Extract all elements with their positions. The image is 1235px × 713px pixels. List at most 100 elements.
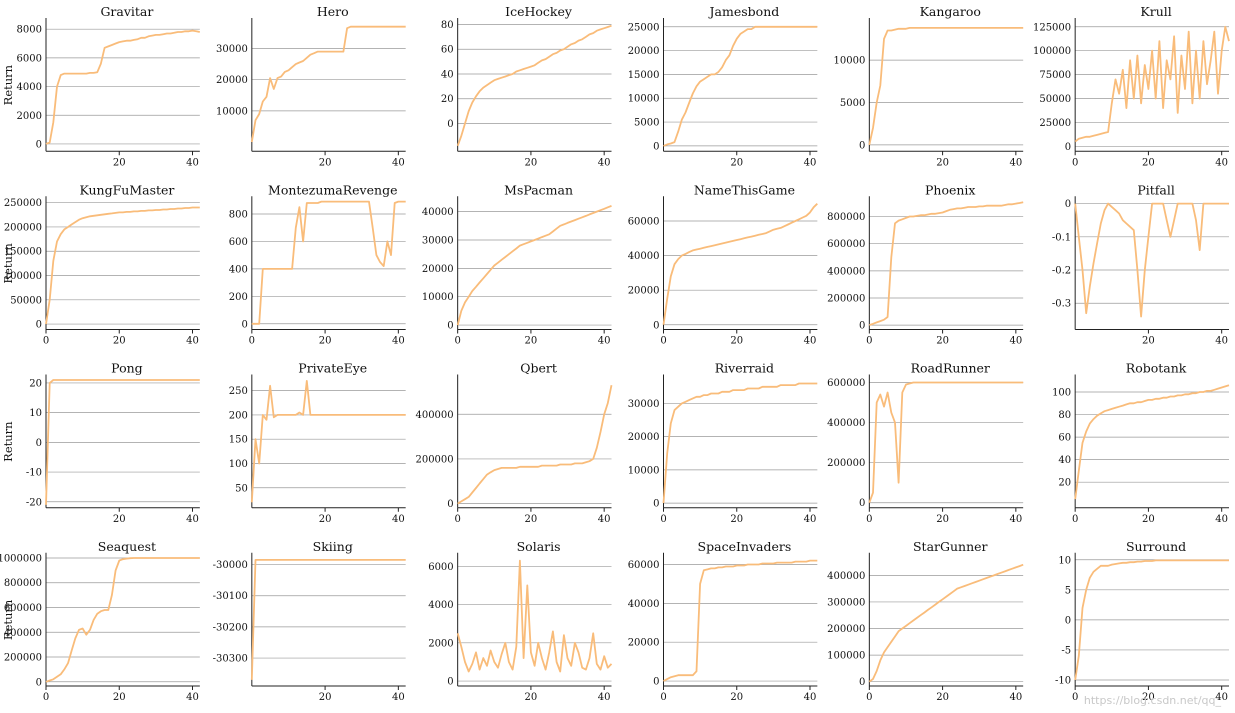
y-tick-label: -10 (26, 468, 42, 479)
y-tick-label: 20000 (628, 638, 660, 649)
x-tick-label: 0 (454, 336, 460, 347)
y-tick-label: 0 (653, 141, 659, 152)
y-tick-label: 0 (36, 677, 42, 688)
x-tick-label: 20 (730, 336, 743, 347)
x-tick-label: 0 (43, 336, 49, 347)
panel-pitfall: 0 -0.1 -0.2 -0.3 20 40 Pitfall (1052, 182, 1229, 347)
y-tick-label: 25000 (1039, 118, 1071, 129)
x-tick-label: 20 (1142, 692, 1155, 703)
y-tick-label: 2000 (428, 638, 453, 649)
panel-skiing: -30000 -30100 -30200 -30300 20 40 Skiing (213, 539, 406, 703)
y-tick-label: 2000 (17, 111, 42, 122)
y-tick-label: 80 (441, 20, 454, 31)
x-tick-label: 40 (1215, 336, 1228, 347)
y-tick-label: 10000 (834, 56, 866, 67)
x-tick-label: 40 (804, 692, 817, 703)
x-tick-label: 40 (804, 514, 817, 525)
y-tick-label: 60 (441, 45, 454, 56)
y-tick-label: 10000 (216, 106, 248, 117)
x-tick-label: 0 (1072, 514, 1078, 525)
series-line (456, 559, 613, 673)
y-tick-label: 40000 (628, 251, 660, 262)
series-line (869, 201, 1024, 326)
series-line (45, 29, 200, 145)
y-tick-label: 8000 (17, 25, 42, 36)
y-tick-label: 50000 (1039, 94, 1071, 105)
x-tick-label: 20 (936, 336, 949, 347)
y-tick-label: 600 (229, 237, 248, 248)
y-tick-label: 75000 (1039, 70, 1071, 81)
y-tick-label: -0.2 (1052, 266, 1071, 277)
y-tick-label: 6000 (428, 562, 453, 573)
x-tick-label: 0 (43, 692, 49, 703)
y-tick-label: 200000 (827, 293, 865, 304)
x-tick-label: 20 (319, 692, 332, 703)
panel-mspacman: 0 10000 20000 30000 40000 0 20 40 MsPacman (422, 182, 612, 347)
series-line (1074, 25, 1230, 143)
y-tick-label: 60000 (628, 217, 660, 228)
panel-title: PrivateEye (298, 361, 367, 376)
y-tick-label: 600000 (827, 378, 865, 389)
y-tick-label: 40000 (422, 207, 454, 218)
y-tick-label: -30000 (213, 560, 248, 571)
x-tick-label: 40 (1009, 157, 1022, 168)
x-tick-label: 20 (730, 514, 743, 525)
y-tick-label: 10000 (628, 94, 660, 105)
panel-title: Pitfall (1137, 182, 1175, 197)
series-line (45, 379, 200, 505)
x-tick-label: 0 (866, 514, 872, 525)
panel-solaris: 0 2000 4000 6000 20 40 Solaris (428, 539, 613, 703)
y-tick-label: 0 (36, 139, 42, 150)
y-tick-label: 10000 (422, 292, 454, 303)
x-tick-label: 40 (1009, 336, 1022, 347)
y-tick-label: -0.3 (1052, 299, 1071, 310)
panel-qbert: 0 200000 400000 0 20 40 Qbert (415, 361, 613, 525)
panel-title: Gravitar (100, 4, 153, 19)
y-tick-label: 0 (859, 321, 865, 332)
x-tick-label: 40 (1009, 514, 1022, 525)
series-line (662, 203, 818, 325)
series-line (663, 25, 818, 147)
panel-title: Surround (1126, 539, 1186, 554)
x-tick-label: 20 (525, 157, 538, 168)
panel-title: IceHockey (505, 4, 573, 19)
y-tick-label: 0 (1065, 199, 1071, 210)
y-tick-label: 200000 (4, 222, 42, 233)
y-tick-label: 0 (859, 498, 865, 509)
y-tick-label: 80 (1058, 410, 1071, 421)
series-line (250, 559, 406, 680)
x-tick-label: 20 (319, 157, 332, 168)
series-line (1074, 384, 1230, 500)
panel-robotank: 20 40 60 80 100 0 20 40 Robotank (1052, 361, 1230, 525)
series-line (1074, 559, 1229, 681)
x-tick-label: 40 (392, 692, 405, 703)
y-tick-label: 400000 (827, 266, 865, 277)
x-tick-label: 20 (113, 336, 126, 347)
panel-phoenix: 0 200000 400000 600000 800000 0 20 40 Phoenix (827, 182, 1024, 347)
panel-title: KungFuMaster (79, 182, 174, 197)
panel-title: Pong (111, 361, 142, 376)
x-tick-label: 40 (392, 157, 405, 168)
panel-riverraid: 0 10000 20000 30000 0 20 40 Riverraid (628, 361, 818, 525)
x-tick-label: 40 (186, 336, 199, 347)
panel-kungfumaster: 0 50000 100000 150000 200000 250000 0 20 40 KungF… (1, 182, 200, 347)
y-axis-label: Return (1, 243, 15, 284)
y-axis-label: Return (1, 64, 15, 105)
series-line (250, 379, 406, 503)
panel-title: Krull (1140, 4, 1171, 19)
y-tick-label: 125000 (1033, 22, 1071, 33)
x-tick-label: 40 (1215, 157, 1228, 168)
x-tick-label: 40 (186, 514, 199, 525)
x-tick-label: 20 (1142, 336, 1155, 347)
x-tick-label: 20 (936, 514, 949, 525)
panel-pong: -20 -10 0 10 20 20 40 Pong Return (1, 361, 200, 525)
x-tick-label: 0 (660, 692, 666, 703)
x-tick-label: 40 (804, 336, 817, 347)
y-tick-label: 50000 (10, 295, 42, 306)
y-tick-label: 15000 (628, 70, 660, 81)
x-tick-label: 40 (598, 514, 611, 525)
y-tick-label: 0 (653, 677, 659, 688)
panel-spaceinvaders: 0 20000 40000 60000 0 20 40 SpaceInvaders (628, 539, 818, 703)
y-tick-label: 60 (1058, 433, 1071, 444)
series-line (456, 24, 612, 147)
